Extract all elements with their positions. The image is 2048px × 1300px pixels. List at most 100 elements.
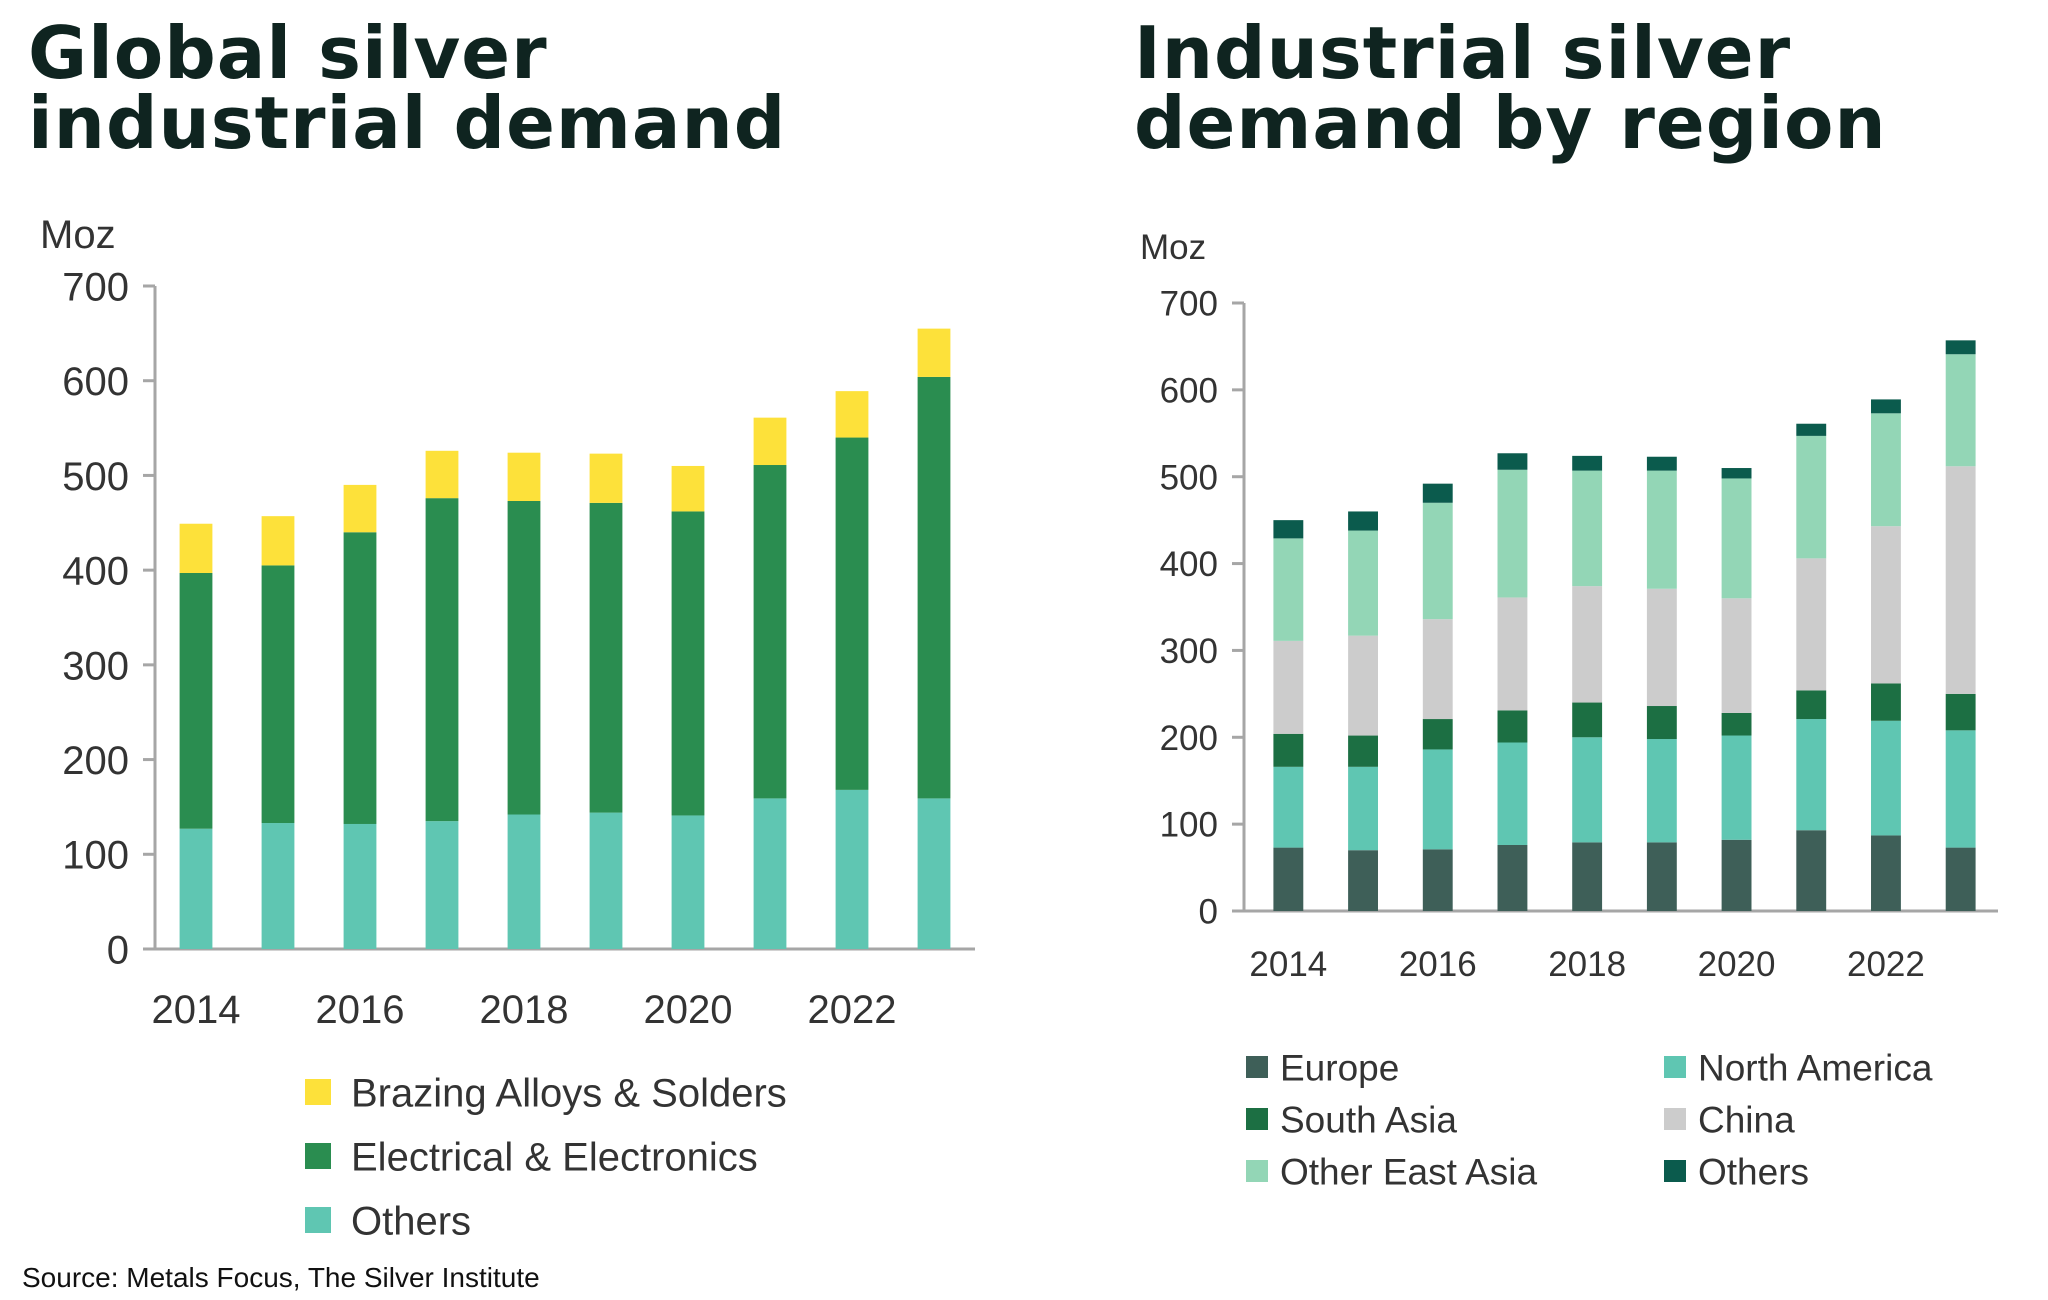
right-bar-europe-2016 [1422, 849, 1453, 911]
left-bar-electrical-and-electronics-2014 [179, 572, 213, 829]
right-legend-label-north-america: North America [1698, 1047, 1933, 1088]
left-bar-others-2019 [589, 812, 623, 949]
right-bar-china-2020 [1721, 598, 1752, 713]
left-legend-swatch-electrical-and-electronics [305, 1143, 331, 1169]
right-bar-others-2023 [1945, 340, 1976, 355]
left-bar-others-2023 [917, 798, 951, 949]
left-bar-brazing-alloys-and-solders-2015 [261, 516, 295, 566]
left-legend-swatch-brazing-alloys-and-solders [305, 1079, 331, 1105]
left-x-tick-label: 2020 [644, 988, 733, 1032]
right-bar-other-east-asia-2023 [1945, 354, 1976, 467]
right-bar-europe-2022 [1871, 835, 1901, 911]
left-y-tick-label: 600 [62, 360, 129, 404]
right-y-tick-label: 400 [1160, 545, 1218, 584]
right-bar-south-asia-2021 [1796, 690, 1827, 720]
left-y-axis-label: Moz [40, 213, 116, 257]
left-bar-others-2016 [343, 823, 377, 949]
left-bar-electrical-and-electronics-2019 [589, 502, 623, 813]
right-legend-swatch-others [1664, 1160, 1686, 1182]
right-bar-china-2022 [1871, 526, 1901, 684]
right-bar-north-america-2021 [1796, 719, 1827, 831]
right-bar-south-asia-2020 [1721, 712, 1752, 736]
right-bar-south-asia-2015 [1348, 735, 1378, 767]
right-bar-south-asia-2019 [1646, 706, 1677, 740]
regional-demand-chart: 0 100 200 300 400 500 600 700 Moz 2014 2016 2018 202… [1140, 228, 1998, 1192]
right-bar-others-2017 [1497, 453, 1528, 470]
right-bar-china-2023 [1945, 466, 1976, 694]
right-bar-china-2014 [1273, 640, 1304, 734]
right-bar-north-america-2019 [1646, 739, 1677, 843]
right-y-tick-label: 0 [1199, 893, 1218, 932]
left-y-tick-label: 500 [62, 455, 129, 499]
left-bar-brazing-alloys-and-solders-2020 [671, 465, 705, 512]
right-bar-north-america-2022 [1871, 720, 1901, 836]
right-bar-south-asia-2022 [1871, 683, 1901, 721]
right-y-tick-label: 600 [1160, 371, 1218, 410]
right-bar-others-2019 [1646, 456, 1677, 471]
left-bar-electrical-and-electronics-2017 [425, 498, 459, 822]
left-bar-electrical-and-electronics-2023 [917, 376, 951, 799]
left-y-tick-label: 300 [62, 644, 129, 688]
left-bar-brazing-alloys-and-solders-2014 [179, 523, 213, 573]
left-bar-electrical-and-electronics-2015 [261, 565, 295, 824]
right-bar-other-east-asia-2020 [1721, 478, 1752, 599]
left-bar-brazing-alloys-and-solders-2018 [507, 452, 541, 502]
right-bar-others-2021 [1796, 423, 1827, 436]
industrial-demand-chart: 0 100 200 300 400 500 600 700 Moz 2014 2016 2018 202… [40, 213, 975, 1243]
right-bar-others-2015 [1348, 511, 1378, 531]
left-bar-electrical-and-electronics-2018 [507, 501, 541, 815]
left-y-tick-label: 0 [107, 928, 129, 972]
right-bar-china-2021 [1796, 558, 1827, 691]
right-legend-label-china: China [1698, 1099, 1795, 1140]
right-bar-other-east-asia-2021 [1796, 435, 1827, 559]
right-x-tick-label: 2016 [1399, 945, 1477, 984]
right-bar-south-asia-2018 [1572, 702, 1603, 738]
right-bar-north-america-2017 [1497, 742, 1528, 845]
right-bar-other-east-asia-2016 [1422, 502, 1453, 620]
right-bar-other-east-asia-2018 [1572, 470, 1603, 587]
right-x-tick-label: 2014 [1249, 945, 1327, 984]
right-bar-south-asia-2023 [1945, 693, 1976, 731]
right-bar-south-asia-2017 [1497, 710, 1528, 743]
left-x-tick-label: 2016 [316, 988, 405, 1032]
left-legend-label-others: Others [351, 1199, 471, 1243]
left-y-tick-label: 400 [62, 550, 129, 594]
left-bar-brazing-alloys-and-solders-2017 [425, 450, 459, 499]
right-x-tick-label: 2020 [1698, 945, 1776, 984]
left-chart-title: Global silver industrial demand [28, 17, 786, 159]
right-bar-europe-2020 [1721, 839, 1752, 911]
left-y-tick-label: 200 [62, 739, 129, 783]
right-bar-other-east-asia-2019 [1646, 470, 1677, 589]
right-legend-label-europe: Europe [1280, 1047, 1399, 1088]
left-title-line2: industrial demand [28, 81, 787, 165]
right-y-axis-label: Moz [1140, 228, 1206, 267]
right-chart-title: Industrial silver demand by region [1134, 17, 1887, 159]
left-bar-electrical-and-electronics-2022 [835, 437, 869, 790]
right-bar-china-2016 [1422, 619, 1453, 720]
left-x-tick-label: 2014 [152, 988, 241, 1032]
right-bar-others-2020 [1721, 468, 1752, 479]
right-bar-europe-2019 [1646, 842, 1677, 911]
right-y-tick-label: 500 [1160, 458, 1218, 497]
left-title-line1: Global silver [28, 11, 548, 95]
right-legend-label-south-asia: South Asia [1280, 1099, 1457, 1140]
left-legend-label-electrical-and-electronics: Electrical & Electronics [351, 1135, 758, 1179]
right-y-tick-label: 100 [1160, 806, 1218, 845]
right-bar-others-2016 [1422, 483, 1453, 503]
right-bar-china-2015 [1348, 635, 1378, 736]
right-legend-label-other-east-asia: Other East Asia [1280, 1151, 1537, 1192]
right-bar-north-america-2018 [1572, 737, 1603, 843]
right-x-tick-label: 2018 [1548, 945, 1626, 984]
right-legend-swatch-north-america [1664, 1056, 1686, 1078]
left-x-tick-label: 2018 [480, 988, 569, 1032]
right-bar-europe-2015 [1348, 850, 1378, 911]
right-legend-swatch-south-asia [1246, 1108, 1268, 1130]
right-bar-europe-2014 [1273, 847, 1304, 911]
left-legend-swatch-others [305, 1207, 331, 1233]
left-bar-brazing-alloys-and-solders-2023 [917, 328, 951, 377]
right-x-tick-label: 2022 [1847, 945, 1925, 984]
right-bar-other-east-asia-2015 [1348, 530, 1378, 636]
right-bar-north-america-2014 [1273, 766, 1304, 848]
left-legend-label-brazing-alloys-and-solders: Brazing Alloys & Solders [351, 1071, 787, 1115]
right-legend-swatch-other-east-asia [1246, 1160, 1268, 1182]
